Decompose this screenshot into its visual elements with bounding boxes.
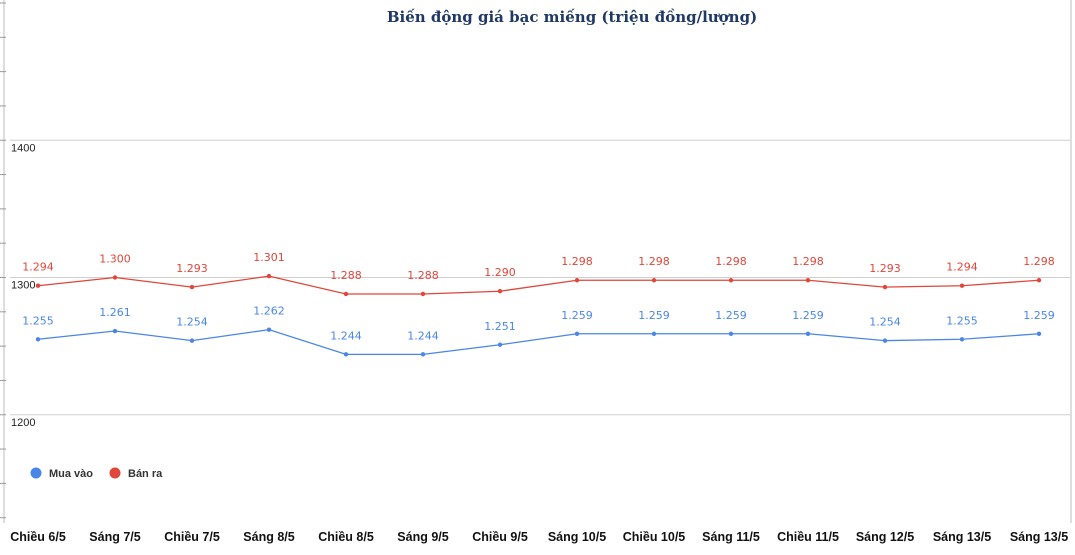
data-label: 1.244 (330, 329, 362, 342)
x-tick-label: Sáng 13/5 (1010, 530, 1068, 544)
data-point (574, 331, 580, 336)
data-point (651, 278, 657, 283)
data-label: 1.294 (946, 261, 978, 274)
data-point (574, 278, 580, 283)
x-tick-label: Sáng 8/5 (243, 530, 294, 544)
data-labels: 1.255 1.261 1.254 1.262 1.244 1.244 1.251 1.259… (22, 251, 1055, 342)
data-label: 1.259 (715, 309, 747, 322)
series-line-1 (37, 275, 1040, 295)
data-label: 1.293 (176, 262, 208, 275)
data-point (112, 275, 118, 280)
data-label: 1.262 (253, 305, 285, 318)
data-point (651, 331, 657, 336)
data-label: 1.298 (1023, 255, 1055, 268)
legend-swatch (109, 467, 121, 479)
x-tick-label: Chiều 6/5 (10, 530, 66, 544)
grid (0, 0, 1072, 523)
data-point (35, 283, 41, 288)
data-label: 1.244 (407, 329, 439, 342)
data-point (266, 273, 272, 279)
data-label: 1.255 (946, 314, 978, 327)
data-label: 1.251 (484, 320, 516, 333)
data-label: 1.298 (715, 255, 747, 268)
y-axis-ticks: 1200 1300 1400 (11, 142, 35, 429)
data-label: 1.259 (1023, 309, 1055, 322)
x-tick-label: Sáng 13/5 (933, 530, 991, 544)
data-point (112, 328, 118, 334)
data-point (805, 331, 811, 336)
data-point (189, 284, 195, 290)
x-tick-label: Sáng 10/5 (548, 530, 606, 544)
data-point (266, 327, 272, 332)
x-tick-label: Chiều 7/5 (164, 530, 220, 544)
data-point (1036, 331, 1042, 336)
data-point (189, 338, 195, 343)
data-point (728, 278, 734, 283)
legend: Mua vào Bán ra (30, 467, 163, 480)
y-tick-label: 1200 (11, 417, 35, 429)
data-label: 1.294 (22, 261, 54, 274)
data-point (497, 289, 503, 294)
data-label: 1.254 (176, 316, 208, 329)
data-label: 1.300 (99, 253, 131, 266)
data-label: 1.298 (638, 255, 670, 268)
x-tick-label: Sáng 7/5 (89, 530, 140, 544)
data-label: 1.255 (22, 314, 54, 327)
data-point (882, 338, 888, 343)
data-point (728, 331, 734, 336)
legend-label: Mua vào (49, 468, 93, 480)
data-label: 1.288 (330, 269, 362, 282)
data-point (497, 342, 503, 347)
x-tick-label: Chiều 9/5 (472, 530, 528, 544)
data-label: 1.259 (561, 309, 593, 322)
data-point (805, 278, 811, 283)
data-point (959, 283, 965, 288)
data-label: 1.298 (561, 255, 593, 268)
data-label: 1.259 (792, 309, 824, 322)
x-tick-label: Chiều 8/5 (318, 530, 374, 544)
x-tick-label: Sáng 12/5 (856, 530, 914, 544)
data-label: 1.290 (484, 266, 516, 279)
x-tick-label: Sáng 11/5 (702, 530, 760, 544)
data-point (882, 284, 888, 290)
x-axis-ticks: Chiều 6/5 Sáng 7/5 Chiều 7/5 Sáng 8/5 Chiều … (10, 530, 1068, 544)
data-label: 1.261 (99, 306, 131, 319)
data-label: 1.298 (792, 255, 824, 268)
x-tick-label: Chiều 10/5 (623, 530, 686, 544)
data-label: 1.254 (869, 316, 901, 329)
series-layer (35, 273, 1042, 357)
data-point (343, 291, 349, 297)
data-label: 1.259 (638, 309, 670, 322)
legend-label: Bán ra (128, 468, 163, 480)
x-tick-label: Sáng 9/5 (397, 530, 448, 544)
data-point (420, 291, 426, 297)
data-label: 1.293 (869, 262, 901, 275)
chart-title: Biến động giá bạc miếng (triệu đồng/lượn… (387, 8, 757, 26)
y-tick-label: 1400 (11, 142, 35, 154)
data-point (1036, 278, 1042, 283)
series-line-0 (37, 328, 1040, 356)
data-point (420, 352, 426, 357)
data-label: 1.288 (407, 269, 439, 282)
x-tick-label: Chiều 11/5 (777, 530, 839, 544)
legend-swatch (30, 467, 42, 479)
data-point (959, 337, 965, 342)
data-label: 1.301 (253, 251, 285, 264)
data-point (35, 337, 41, 342)
y-tick-label: 1300 (11, 280, 35, 292)
data-point (343, 352, 349, 357)
